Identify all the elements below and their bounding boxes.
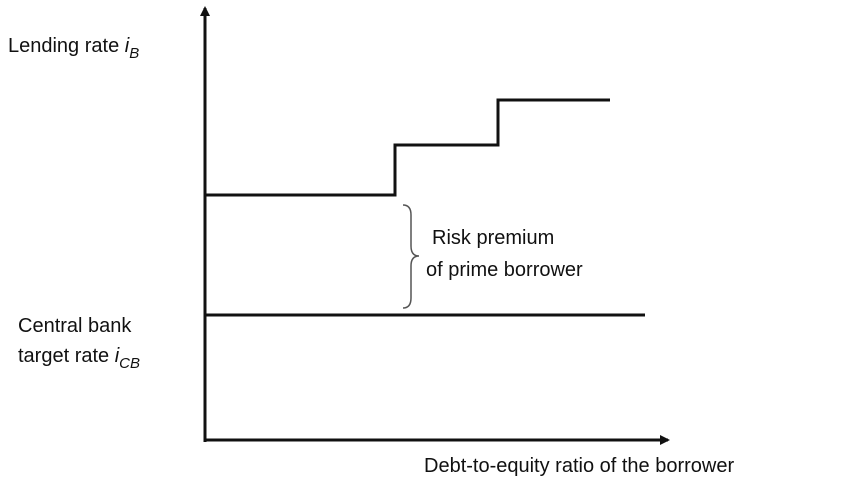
x-axis-label: Debt-to-equity ratio of the borrower [424,455,734,477]
y-axis-label: Lending rate iB [8,35,139,62]
target-label-line: target rate iCB [18,345,140,372]
target-label-line: Central bank [18,315,132,337]
lending-rate-line [205,98,610,197]
text-part: target rate [18,345,115,367]
brace [402,204,420,309]
text-part: B [129,45,139,62]
text-part: CB [119,355,140,372]
text-part: i [115,345,120,367]
annotation-line: Risk premium [432,227,554,249]
annotation-line: of prime borrower [426,259,583,281]
text-part: i [125,35,130,57]
text-part: Lending rate [8,35,125,57]
